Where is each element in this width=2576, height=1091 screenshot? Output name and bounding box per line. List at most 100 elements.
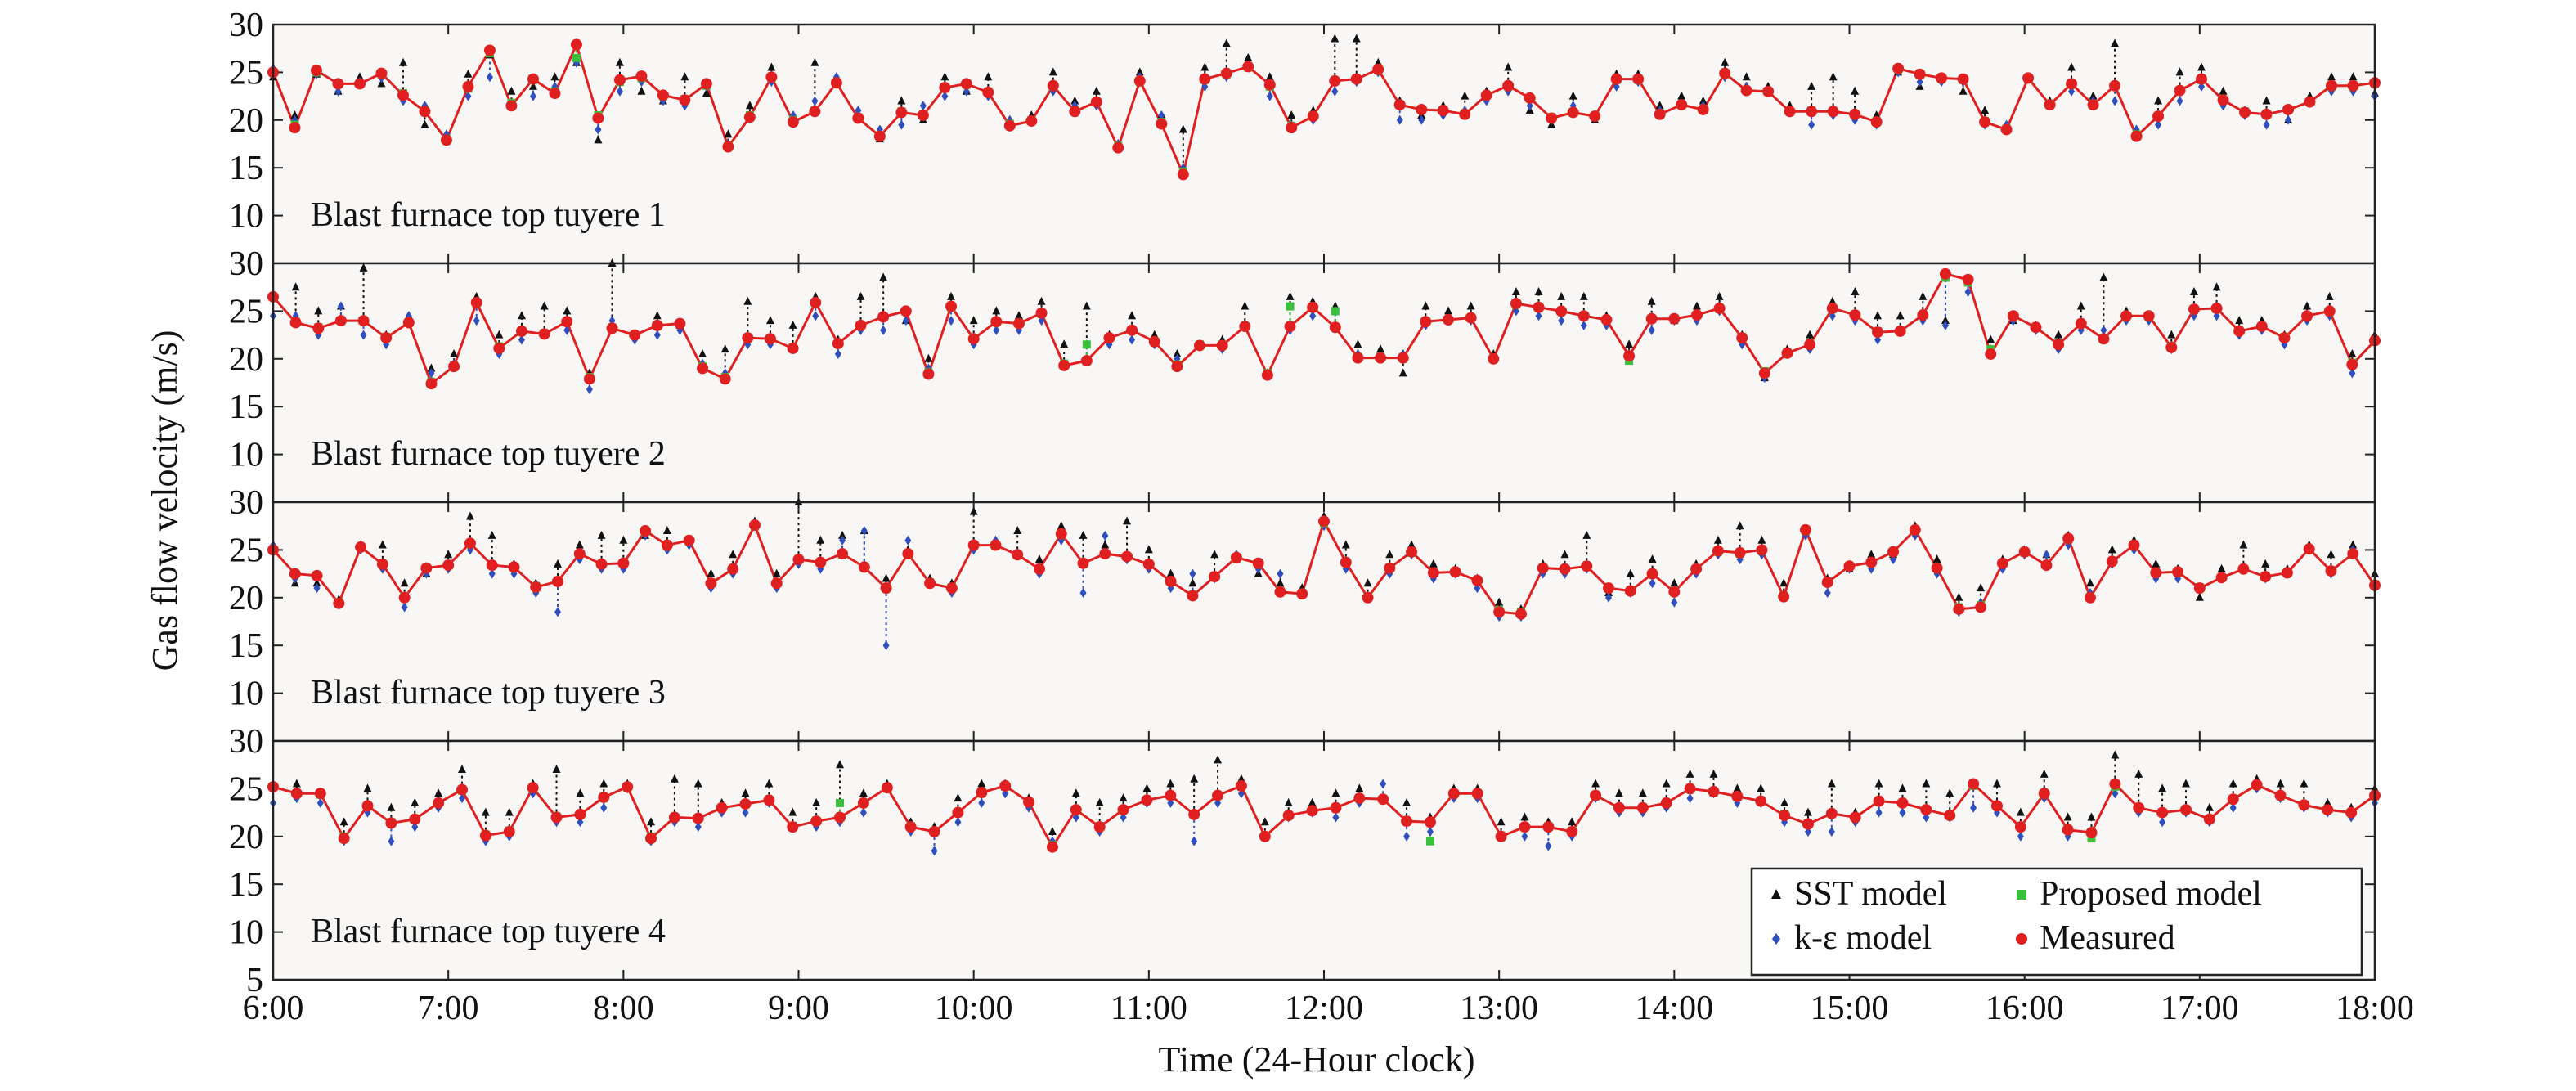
measured-point: [289, 122, 301, 134]
sst-point: [1402, 797, 1411, 806]
measured-point: [398, 591, 411, 604]
measured-point: [486, 559, 498, 572]
measured-point: [1533, 301, 1545, 313]
measured-point: [2075, 317, 2087, 330]
sst-point: [940, 72, 949, 81]
sst-point: [314, 306, 323, 315]
panel-frame: [272, 739, 2376, 981]
sst-point: [2111, 38, 2120, 47]
measured-point: [1713, 302, 1726, 314]
measured-point: [1442, 313, 1454, 326]
y-tick-label: 10: [229, 914, 263, 952]
legend: SST model Proposed model k-ε model Measured: [1750, 867, 2363, 977]
measured-point: [705, 577, 717, 590]
sst-point: [1265, 72, 1274, 81]
plot-area: [273, 263, 2375, 502]
sst-point: [2239, 540, 2248, 549]
measured-point: [1480, 89, 1492, 101]
measured-point: [333, 597, 345, 609]
measured-point: [2000, 123, 2013, 136]
measured-point: [1581, 560, 1593, 572]
sst-point: [355, 72, 364, 81]
sst-point: [1922, 779, 1931, 788]
measured-point: [1126, 324, 1138, 336]
sst-point: [647, 817, 656, 826]
kepsilon-point: [919, 101, 927, 111]
sst-point: [495, 330, 504, 339]
measured-point: [505, 100, 518, 112]
measured-point: [990, 316, 1003, 328]
kepsilon-point: [2043, 550, 2050, 560]
sst-point: [1945, 788, 1954, 797]
sst-point: [1591, 779, 1600, 788]
y-tick-label: 25: [229, 532, 263, 569]
measured-point: [1012, 317, 1025, 330]
sst-point: [619, 535, 628, 544]
measured-point: [2040, 559, 2053, 572]
sst-point: [724, 129, 733, 138]
sst-point: [1222, 38, 1231, 47]
sst-point: [1677, 91, 1686, 100]
legend-label: Measured: [2040, 919, 2175, 957]
y-tick-label: 10: [229, 437, 263, 474]
sst-point: [398, 57, 407, 66]
sst-point: [1128, 311, 1137, 320]
kepsilon-point: [2229, 802, 2237, 813]
sst-point: [1932, 554, 1941, 563]
legend-marker: [2017, 890, 2026, 900]
kepsilon-point: [1277, 568, 1284, 579]
measured-point: [583, 373, 595, 385]
kepsilon-point: [1266, 91, 1273, 101]
sst-point: [693, 779, 702, 788]
sst-point: [954, 793, 963, 802]
kepsilon-point: [1521, 831, 1528, 842]
kepsilon-point: [554, 607, 562, 617]
sst-point: [702, 88, 711, 97]
sst-point: [1331, 34, 1340, 43]
sst-point: [947, 291, 956, 300]
measured-point: [2174, 84, 2186, 97]
sst-point: [1692, 301, 1701, 310]
sst-point: [1959, 86, 1968, 95]
sst-point: [1780, 797, 1789, 806]
measured-point: [1849, 309, 1861, 321]
y-tick-label: 20: [229, 580, 263, 617]
kepsilon-point: [1191, 836, 1198, 846]
kepsilon-point: [1396, 114, 1403, 125]
sst-point: [767, 62, 776, 71]
legend-box: [1750, 867, 2363, 977]
measured-point: [1712, 545, 1724, 557]
measured-point: [1080, 355, 1093, 367]
measured-point: [1165, 789, 1177, 801]
measured-point: [1944, 810, 1956, 822]
kepsilon-point: [428, 368, 435, 379]
sst-point: [1308, 797, 1317, 806]
measured-point: [928, 825, 940, 837]
measured-point: [1719, 67, 1731, 79]
measured-point: [1799, 523, 1811, 536]
sst-point: [2327, 72, 2336, 81]
measured-point: [1465, 312, 1477, 324]
measured-point: [503, 825, 515, 837]
measured-point: [2239, 106, 2251, 119]
x-tick-label: 7:00: [418, 990, 479, 1027]
kepsilon-point: [488, 568, 496, 579]
sst-point: [1214, 755, 1223, 764]
sst-point: [741, 788, 750, 797]
sst-point: [550, 72, 559, 81]
measured-point: [873, 130, 886, 142]
proposed-point: [1331, 307, 1340, 316]
sst-point: [1060, 339, 1069, 348]
kepsilon-point: [1605, 592, 1613, 603]
sst-point: [765, 316, 774, 325]
measured-point: [967, 539, 980, 551]
panel-label: Blast furnace top tuyere 3: [311, 674, 666, 712]
kepsilon-point: [993, 325, 1000, 335]
sst-point: [1867, 550, 1876, 559]
kepsilon-point: [1158, 110, 1165, 120]
measured-point: [1427, 567, 1439, 579]
measured-point: [334, 315, 347, 327]
measured-point: [2120, 310, 2133, 322]
kepsilon-point: [2017, 831, 2024, 842]
kepsilon-point: [1535, 311, 1542, 321]
